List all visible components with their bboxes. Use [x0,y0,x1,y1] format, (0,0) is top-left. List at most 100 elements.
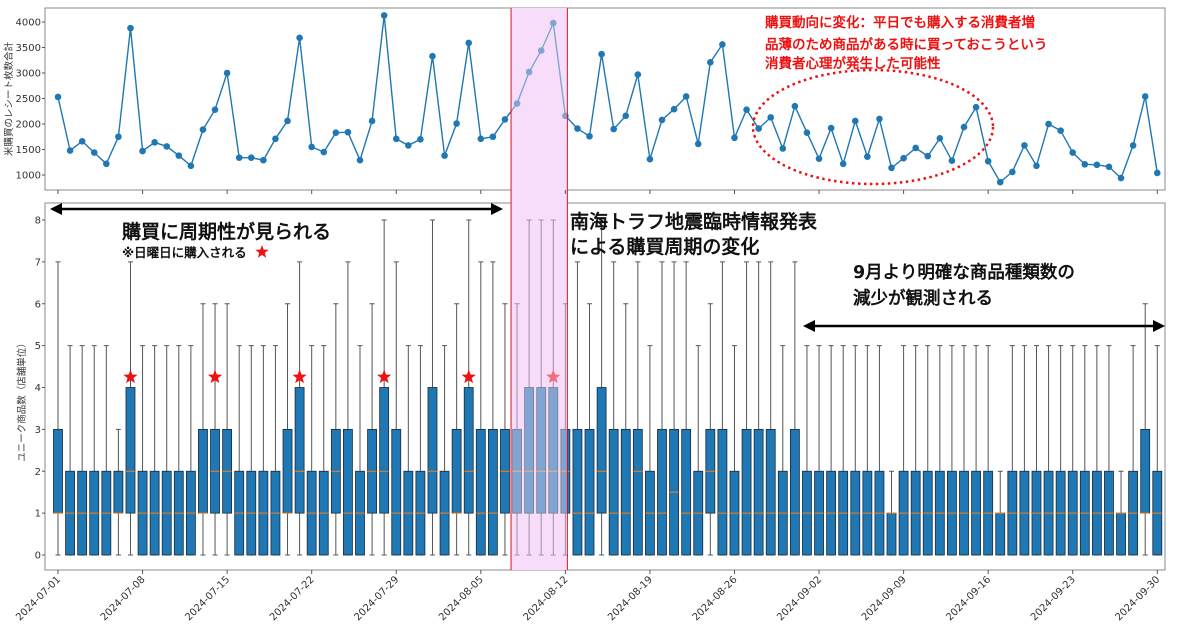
receipt-total-point [670,105,678,113]
receipt-total-point [417,136,424,143]
box-plot-day [1116,470,1126,556]
box-plot-day [258,345,269,556]
top-y-tick-label: 2500 [16,94,41,105]
receipt-total-point [984,157,992,165]
sunday-star-marker [546,369,561,384]
receipt-total-point [622,112,630,120]
top-y-tick-label: 3500 [16,43,41,54]
box-plot-day [910,345,921,556]
receipt-total-point [1129,142,1137,149]
box-plot-day [608,261,619,556]
receipt-total-point [803,129,811,136]
box-plot-day [379,219,390,556]
trend-change-annotation-line-2: 品薄のため商品がある時に買っておこうという [765,36,1047,53]
receipt-total-point [356,156,364,164]
x-tick-label: 2024-08-19 [606,574,655,623]
box-iqr [741,428,752,556]
receipt-total-point [658,116,666,124]
receipt-total-point [272,135,279,143]
receipt-total-point [574,125,581,132]
receipt-total-point [465,39,473,47]
box-iqr [596,387,607,514]
box-plot-day [657,261,667,556]
box-plot-day [415,345,426,556]
receipt-total-point [779,145,787,152]
box-plot-day [306,345,317,556]
box-plot-day [475,261,486,556]
box-plot-day [512,303,522,556]
top-y-axis-label: 米購買のレシート枚数合計 [3,42,15,157]
receipt-total-point [864,153,871,160]
receipt-total-point [199,126,207,133]
x-tick-label: 2024-09-16 [944,574,993,623]
receipt-total-point [1153,169,1161,177]
box-plot-day [222,303,233,556]
receipt-total-point [525,68,533,76]
top-y-tick-label: 1500 [16,145,41,156]
receipt-total-point [1081,160,1089,168]
box-iqr [1140,428,1151,514]
box-iqr [451,428,462,514]
receipt-total-point [948,157,956,165]
receipt-total-point [839,160,847,168]
box-plot-day [65,345,75,556]
box-iqr [886,512,897,556]
receipt-total-point [936,134,944,142]
top-y-tick-label: 3000 [16,69,41,80]
box-iqr [282,428,293,514]
bottom-y-tick-label: 1 [35,509,41,520]
receipt-total-point [586,132,593,140]
sunday-star-marker [292,369,307,384]
box-plot-day [620,303,631,556]
highlight-period-overlay [511,8,568,570]
box-plot-day [318,345,329,556]
box-plot-day [1091,345,1102,556]
box-iqr [198,428,208,514]
box-iqr [343,428,353,556]
box-plot-day [693,345,704,556]
x-tick-label: 2024-09-23 [1029,574,1078,623]
september-annotation-line-2: 減少が観測される [853,288,993,309]
receipt-total-point [78,138,86,145]
box-plot-day [343,261,353,556]
receipt-total-point [707,58,714,66]
box-iqr [753,428,764,556]
receipt-total-point [489,133,497,141]
box-plot-day [89,345,100,556]
box-plot-day [850,345,861,556]
receipt-total-point [175,152,183,159]
box-plot-day [1019,345,1030,556]
receipt-total-point [924,152,932,160]
receipt-total-point [90,149,98,156]
box-plot-day [294,261,305,556]
box-plot-day [246,345,257,556]
box-plot-day [439,345,450,556]
box-plot-day [1055,345,1066,556]
box-iqr [657,428,667,556]
sunday-star-marker [207,369,223,384]
receipt-total-point [1057,127,1064,134]
receipt-total-point [344,128,352,136]
box-plot-day [886,470,897,556]
box-plot-day [1007,345,1018,556]
x-tick-label: 2024-07-22 [268,574,317,623]
box-plot-day [53,261,63,556]
x-tick-label: 2024-07-01 [14,574,63,623]
box-plot-day [934,345,945,556]
box-iqr [536,387,547,514]
box-plot-day [584,303,595,556]
box-plot-day [632,261,643,556]
receipt-total-point [694,140,702,148]
box-iqr [53,428,63,514]
receipt-total-point [115,133,122,141]
box-iqr [717,428,728,556]
receipt-total-point [151,139,158,146]
receipt-total-point [441,152,448,159]
receipt-total-point [719,41,726,48]
receipt-total-point [767,114,775,121]
box-plot-day [729,345,740,556]
bottom-y-tick-label: 4 [35,383,41,394]
box-plot-day [463,219,474,556]
box-plot-day [705,303,716,556]
top-y-tick-label: 4000 [16,18,41,29]
